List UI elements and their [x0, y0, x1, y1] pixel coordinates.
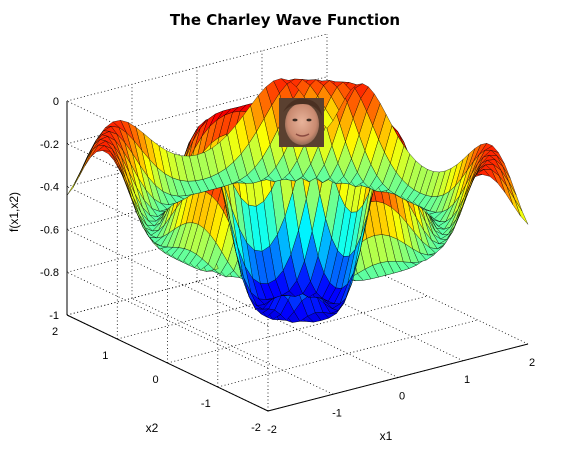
tick-labels: -2 -1 0 1 2 -2 -1 0 1 2 -1 -0.8 -0.6 -0.4 -0.2 0 [40, 96, 535, 436]
y-axis-label: x2 [146, 421, 159, 435]
face-photo [279, 98, 324, 147]
left-wall-grid-line [66, 143, 269, 241]
floor-grid-line [217, 319, 478, 388]
z-tick-label: -0.6 [40, 224, 59, 236]
surface-patch [84, 144, 99, 167]
z-tick-label: -0.2 [40, 139, 59, 151]
y-tick-label: -1 [201, 398, 211, 410]
left-wall-grid-line [66, 229, 269, 326]
z-tick-label: -0.4 [40, 182, 59, 194]
surface-plot [66, 78, 529, 323]
x-axis-label: x1 [380, 429, 393, 443]
left-wall-grid-line [66, 271, 269, 369]
surface-patch [514, 198, 529, 225]
floor-grid-line [131, 297, 334, 395]
z-tick-label: -1 [49, 310, 59, 322]
x-axis-line [267, 343, 529, 412]
left-wall-grid-line [66, 186, 269, 283]
y-tick-label: 1 [102, 350, 108, 362]
x-tick-label: -1 [332, 407, 342, 419]
y-axis-line [66, 314, 269, 412]
z-tick-label: -0.8 [40, 267, 59, 279]
surface-patch [66, 171, 81, 196]
surface-patch [78, 150, 93, 178]
z-tick-label: 0 [53, 96, 59, 108]
x-tick-label: 2 [529, 357, 535, 369]
y-tick-label: 0 [152, 374, 158, 386]
x-tick-label: -2 [267, 424, 277, 436]
z-axis-label: f(x1,x2) [7, 192, 21, 232]
y-tick-label: 2 [52, 326, 58, 338]
left-wall-grid-line [66, 100, 269, 198]
x-tick-label: 1 [464, 374, 470, 386]
floor-grid-line [196, 281, 399, 378]
x-tick-label: 0 [399, 391, 405, 403]
chart-title: The Charley Wave Function [170, 11, 400, 29]
y-tick-label: -2 [251, 422, 261, 434]
